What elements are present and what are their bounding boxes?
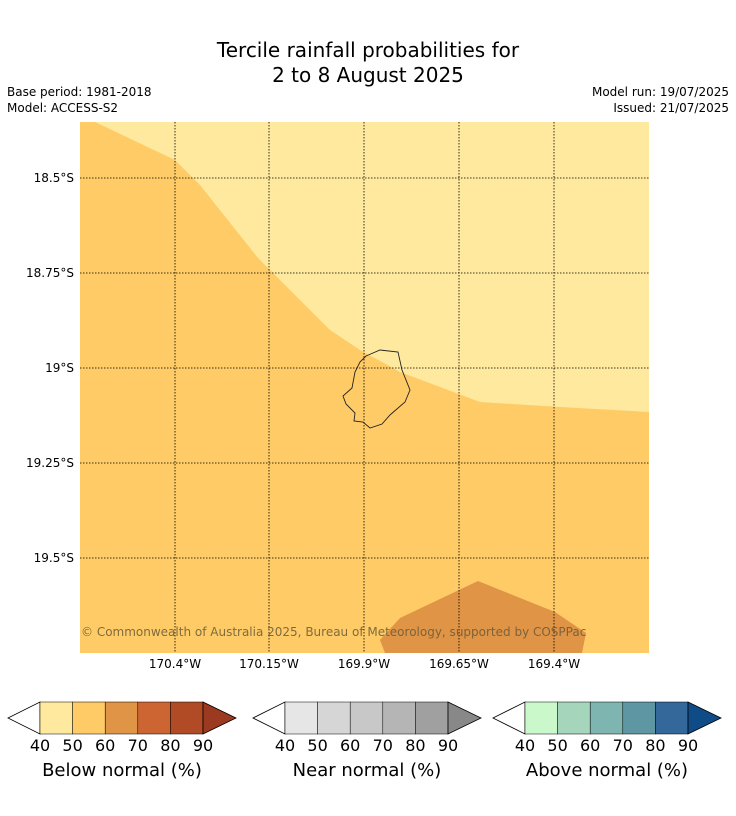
legend-tick: 40 xyxy=(514,736,536,755)
lon-label: 170.4°W xyxy=(148,657,202,671)
legend-below-swatch-2 xyxy=(104,701,139,735)
issued-date: Issued: 21/07/2025 xyxy=(613,101,729,115)
model-name: Model: ACCESS-S2 xyxy=(7,101,119,115)
legend-near-swatch-1 xyxy=(317,701,351,735)
legend-tick: 50 xyxy=(547,736,568,755)
legend-tick: 60 xyxy=(95,736,116,755)
below-40-50-region xyxy=(95,122,649,412)
legend-below-right-arrow xyxy=(202,701,237,735)
legend-below-left-arrow xyxy=(7,701,41,735)
legend-below-swatch-3 xyxy=(137,701,171,735)
lon-label: 169.65°W xyxy=(429,657,489,671)
legend-tick: 90 xyxy=(437,736,459,755)
legend-above-swatch-2 xyxy=(589,701,624,735)
legend-above-swatch-1 xyxy=(557,701,591,735)
legend-above-left-arrow xyxy=(492,701,526,735)
legend-tick: 50 xyxy=(307,736,328,755)
legend-below-swatch-4 xyxy=(170,701,204,735)
legend-tick: 80 xyxy=(160,736,181,755)
legend-tick: 90 xyxy=(677,736,699,755)
island-outline xyxy=(342,349,411,429)
legend-below-swatch-0 xyxy=(39,701,73,735)
legend-tick: 80 xyxy=(405,736,426,755)
meta-right: Model run: 19/07/2025 Issued: 21/07/2025 xyxy=(592,84,729,116)
legend-below-swatch-1 xyxy=(72,701,106,735)
legend-tick: 80 xyxy=(645,736,666,755)
lon-label: 169.9°W xyxy=(337,657,391,671)
legend-near-swatch-2 xyxy=(349,701,384,735)
lat-label: 18.75°S xyxy=(26,266,74,280)
legend-tick: 60 xyxy=(340,736,361,755)
legend-near xyxy=(252,701,482,735)
lat-label: 19°S xyxy=(45,361,74,375)
lat-label: 18.5°S xyxy=(33,171,74,185)
lon-label: 169.4°W xyxy=(527,657,581,671)
legend-near-swatch-3 xyxy=(382,701,416,735)
legend-near-right-arrow xyxy=(447,701,482,735)
legend-above xyxy=(492,701,722,735)
legend-tick: 70 xyxy=(372,736,393,755)
model-run: Model run: 19/07/2025 xyxy=(591,85,729,99)
legend-below xyxy=(7,701,237,735)
legend-tick: 40 xyxy=(274,736,296,755)
legend-below-caption: Below normal (%) xyxy=(42,760,202,781)
legend-above-swatch-4 xyxy=(655,701,689,735)
title-line-2: 2 to 8 August 2025 xyxy=(272,63,464,87)
gridlines xyxy=(80,122,649,653)
legend-tick: 50 xyxy=(62,736,83,755)
copyright-notice: © Commonwealth of Australia 2025, Bureau… xyxy=(81,625,587,639)
legend-near-swatch-4 xyxy=(415,701,449,735)
lat-label: 19.25°S xyxy=(26,456,74,470)
below-60-70-region xyxy=(380,581,586,653)
legend-near-caption: Near normal (%) xyxy=(292,760,442,781)
legend-above-right-arrow xyxy=(687,701,722,735)
legend-near-swatch-0 xyxy=(284,701,318,735)
lat-label: 19.5°S xyxy=(33,551,74,565)
legend-above-caption: Above normal (%) xyxy=(525,760,689,781)
legend-tick: 70 xyxy=(127,736,148,755)
legend-near-left-arrow xyxy=(252,701,286,735)
base-period: Base period: 1981-2018 xyxy=(7,85,152,99)
legend-tick: 70 xyxy=(612,736,633,755)
meta-left: Base period: 1981-2018 Model: ACCESS-S2 xyxy=(7,84,152,116)
title-line-1: Tercile rainfall probabilities for xyxy=(216,38,520,62)
legend-above-swatch-0 xyxy=(524,701,558,735)
legend-tick: 60 xyxy=(580,736,601,755)
legend-above-swatch-3 xyxy=(622,701,656,735)
legend-tick: 40 xyxy=(29,736,51,755)
map-title: Tercile rainfall probabilities for 2 to … xyxy=(0,38,736,88)
legend-tick: 90 xyxy=(192,736,214,755)
lon-label: 170.15°W xyxy=(239,657,299,671)
